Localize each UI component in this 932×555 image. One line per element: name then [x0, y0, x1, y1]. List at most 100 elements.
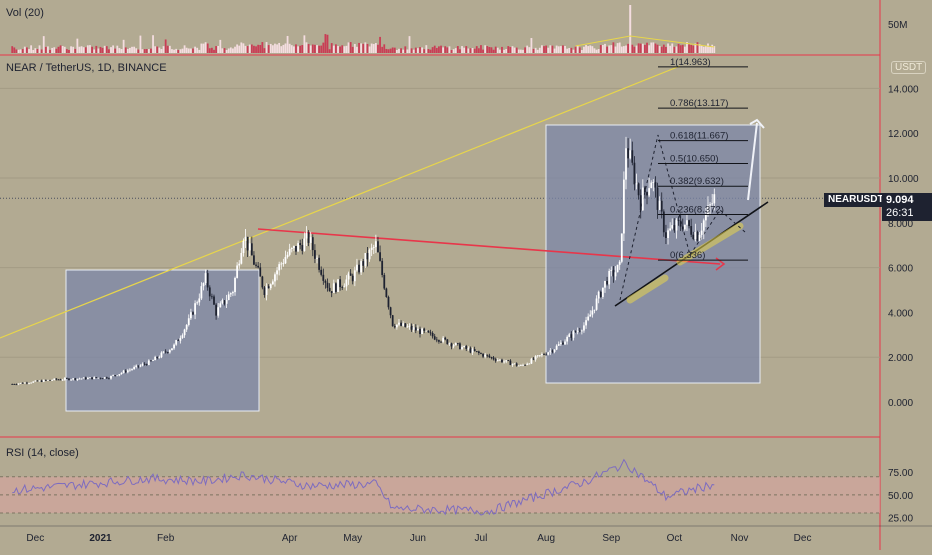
candle-body — [601, 287, 604, 297]
candle-body — [650, 182, 653, 189]
candle-body — [32, 381, 35, 383]
candle-body — [168, 350, 171, 353]
candle-body — [389, 307, 392, 316]
volume-bar — [194, 46, 196, 53]
volume-bar — [656, 44, 659, 53]
candle-body — [604, 280, 606, 288]
candle-body — [51, 380, 54, 381]
candle-body — [53, 378, 56, 381]
candle-body — [55, 378, 58, 380]
candle-body — [377, 241, 379, 253]
volume-bar — [435, 47, 438, 53]
volume-bar — [541, 45, 543, 53]
volume-bar — [625, 45, 627, 53]
candle-body — [595, 298, 598, 310]
volume-bar — [654, 43, 657, 53]
candle-body — [322, 274, 325, 281]
candle-body — [368, 249, 371, 260]
candle-body — [227, 294, 230, 300]
volume-bar — [709, 46, 711, 53]
y-tick-label: 14.000 — [888, 84, 919, 95]
candle-body — [139, 365, 142, 367]
volume-bar — [713, 46, 716, 53]
volume-bar — [341, 45, 344, 53]
volume-bar — [402, 49, 405, 53]
candle-body — [244, 236, 247, 241]
symbol-title[interactable]: NEAR / TetherUS, 1D, BINANCE — [6, 62, 167, 74]
volume-bar — [183, 45, 186, 53]
candle-body — [229, 293, 232, 295]
volume-bar — [118, 48, 121, 53]
candle-body — [597, 291, 600, 299]
volume-bar — [78, 46, 81, 53]
volume-bar — [507, 46, 510, 53]
candle-body — [210, 296, 213, 298]
price-candles[interactable] — [11, 136, 716, 386]
candle-body — [665, 232, 667, 238]
candle-body — [459, 343, 461, 350]
volume-bar — [63, 46, 66, 53]
candle-body — [288, 248, 291, 255]
volume-bar — [103, 45, 106, 53]
volume-ma-line — [575, 35, 715, 48]
candle-body — [639, 195, 642, 211]
volume-bar — [107, 49, 110, 53]
volume-bar — [568, 47, 571, 53]
candle-body — [341, 287, 344, 288]
candle-body — [471, 349, 474, 353]
candle-body — [351, 275, 354, 282]
price-tag-symbol: NEARUSDT — [824, 193, 888, 207]
candle-body — [232, 292, 234, 294]
volume-bar — [389, 48, 392, 53]
candle-body — [44, 379, 47, 381]
candle-body — [549, 350, 552, 353]
volume-bar — [93, 49, 96, 53]
volume-bar — [129, 47, 131, 53]
volume-bar — [158, 47, 161, 53]
fibonacci-retracement[interactable]: 1(14.963) 0.786(13.117) 0.618(11.667) 0.5(1… — [658, 57, 748, 261]
volume-bar — [65, 49, 68, 53]
candle-body — [414, 327, 417, 331]
candle-body — [498, 359, 501, 361]
volume-bar — [374, 43, 377, 53]
highlight-stroke — [626, 274, 669, 304]
candle-body — [667, 230, 669, 238]
volume-bar — [28, 49, 30, 53]
candle-body — [683, 224, 686, 230]
candle-body — [34, 380, 37, 382]
volume-bar — [599, 45, 602, 53]
candle-body — [198, 298, 201, 303]
candle-body — [68, 378, 70, 381]
fib-level-label: 0.786(13.117) — [670, 98, 728, 109]
volume-bar — [543, 46, 545, 53]
candle-body — [301, 245, 304, 252]
candle-body — [185, 324, 188, 330]
volume-bar — [692, 45, 695, 53]
volume-bar — [347, 42, 350, 53]
candle-body — [263, 287, 266, 295]
candle-body — [208, 287, 211, 297]
candle-body — [339, 279, 342, 288]
volume-bar — [238, 45, 241, 53]
candle-body — [28, 383, 30, 384]
volume-bar — [618, 42, 621, 53]
candle-body — [194, 303, 196, 315]
volume-bar — [124, 47, 127, 53]
volume-bar — [152, 35, 154, 53]
volume-bar — [438, 46, 440, 53]
volume-bar — [595, 49, 598, 53]
candle-body — [255, 264, 257, 266]
currency-badge[interactable]: USDT — [891, 61, 927, 74]
candle-body — [662, 211, 665, 233]
volume-bar — [26, 47, 28, 53]
volume-bar — [91, 46, 93, 53]
candle-body — [404, 323, 407, 328]
fib-level-label: 0.5(10.650) — [670, 153, 719, 164]
candle-body — [408, 325, 411, 327]
volume-bar — [356, 46, 358, 53]
candle-body — [65, 378, 68, 379]
rsi-line — [12, 458, 715, 516]
y-tick-label: 0.000 — [888, 398, 913, 409]
candle-body — [162, 351, 165, 353]
